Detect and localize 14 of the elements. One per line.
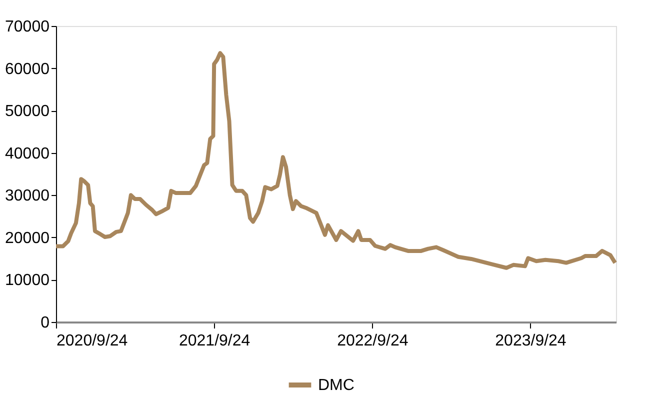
line-series	[54, 51, 618, 270]
x-tick-label: 2021/9/24	[178, 332, 250, 350]
y-tick-label: 50000	[5, 103, 50, 120]
x-tick-label: 2023/9/24	[495, 332, 566, 350]
y-tick-label: 0	[40, 314, 50, 332]
y-tick-label: 70000	[5, 18, 50, 36]
y-tick-label: 60000	[5, 60, 50, 78]
y-tick-label: 40000	[5, 145, 50, 162]
y-tick-label: 10000	[5, 272, 50, 290]
y-tick-label: 30000	[5, 188, 50, 205]
x-tick-label: 2022/9/24	[337, 332, 408, 350]
legend-label: DMC	[318, 377, 354, 394]
y-tick-label: 20000	[5, 230, 50, 247]
x-tick-label: 2020/9/24	[56, 332, 128, 350]
